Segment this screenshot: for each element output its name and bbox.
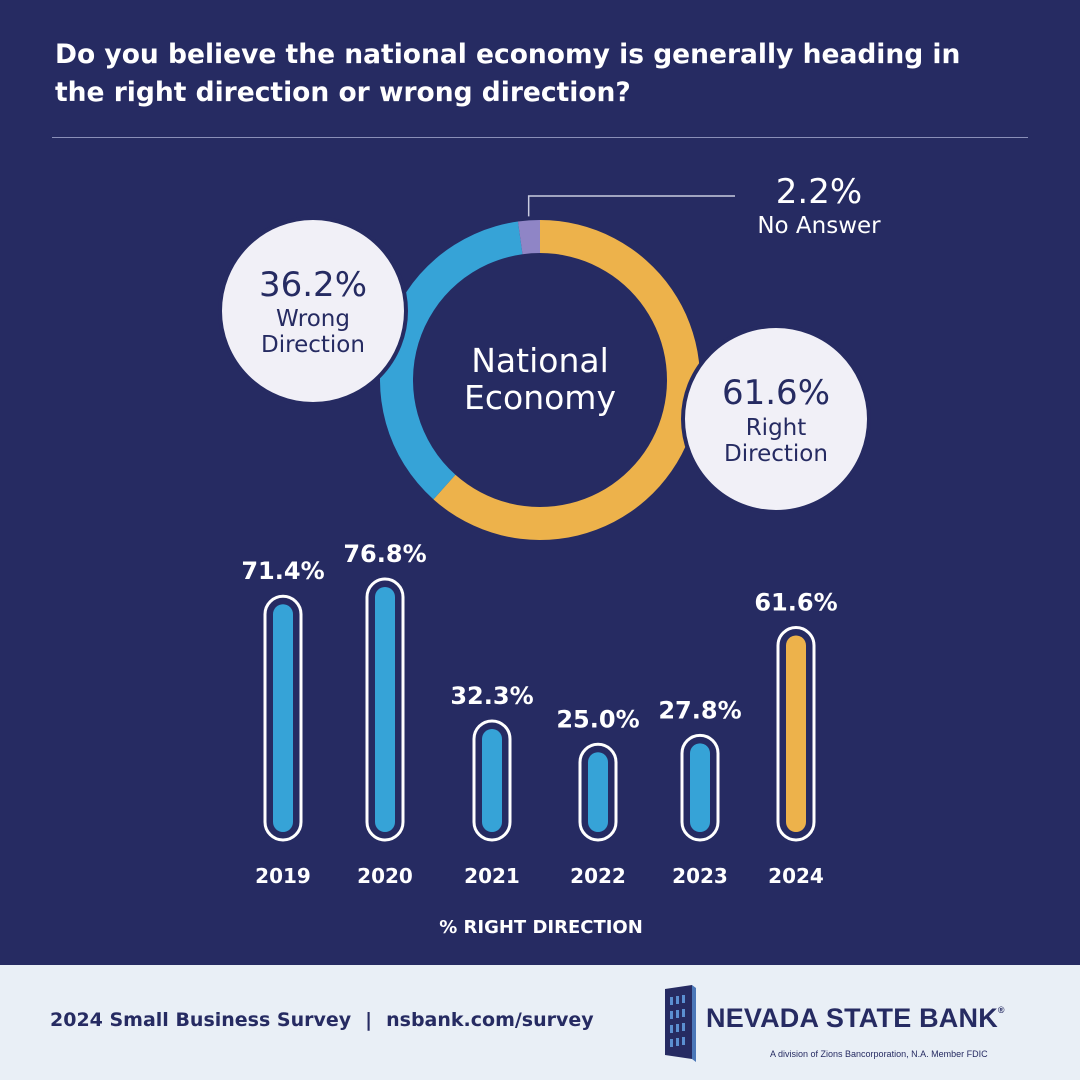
- label-no-answer-percent: 2.2%: [776, 172, 862, 212]
- bar-value-label: 61.6%: [754, 588, 837, 616]
- donut-slice-right-direction: [433, 220, 701, 540]
- label-right-percent: 61.6%: [722, 373, 830, 413]
- footer: 2024 Small Business Survey | nsbank.com/su…: [0, 965, 1080, 1080]
- donut-center-label: Economy: [464, 378, 616, 417]
- x-axis-label: % RIGHT DIRECTION: [439, 917, 643, 938]
- bar-value-label: 25.0%: [556, 705, 639, 733]
- x-tick-label: 2021: [464, 864, 520, 888]
- bar-outline-2019: [263, 594, 303, 842]
- bubble-right-direction: [681, 324, 871, 514]
- bubble-wrong-direction: [218, 216, 408, 406]
- footer-separator: |: [365, 1009, 373, 1031]
- door-icon: [665, 985, 696, 1062]
- bar-2023: [690, 743, 710, 832]
- bar-2021: [482, 728, 502, 832]
- donut-slice-wrong-direction: [380, 221, 523, 500]
- bar-outline-2021: [472, 719, 512, 842]
- bar-value-label: 71.4%: [241, 557, 324, 585]
- bar-2022: [588, 752, 608, 832]
- bar-value-label: 32.3%: [450, 682, 533, 710]
- bar-value-label: 27.8%: [658, 696, 741, 724]
- x-tick-label: 2022: [570, 864, 626, 888]
- survey-question: Do you believe the national economy is g…: [55, 39, 961, 108]
- x-tick-label: 2024: [768, 864, 824, 888]
- label-right-name: Direction: [724, 441, 828, 467]
- label-no-answer-name: No Answer: [757, 213, 881, 239]
- label-wrong-name: Wrong: [276, 306, 350, 332]
- donut-slice-no-answer: [517, 220, 540, 255]
- label-wrong-percent: 36.2%: [259, 265, 367, 305]
- x-tick-label: 2023: [672, 864, 728, 888]
- bank-logo: NEVADA STATE BANK® A division of Zions B…: [662, 985, 1042, 1070]
- donut-center-label: National: [471, 341, 609, 380]
- x-tick-label: 2019: [255, 864, 311, 888]
- label-right-name: Right: [746, 415, 807, 441]
- bar-value-label: 76.8%: [343, 540, 426, 568]
- bar-outline-2023: [680, 733, 720, 842]
- brand-disclaimer: A division of Zions Bancorporation, N.A.…: [770, 1049, 988, 1059]
- bar-outline-2024: [776, 625, 816, 842]
- bar-2024: [786, 635, 806, 832]
- survey-link[interactable]: nsbank.com/survey: [386, 1009, 594, 1031]
- label-wrong-name: Direction: [261, 332, 365, 358]
- x-tick-label: 2020: [357, 864, 413, 888]
- divider: [52, 137, 1028, 138]
- registered-mark: ®: [997, 1005, 1005, 1015]
- no-answer-leader-line: [527, 195, 735, 217]
- bar-outline-2020: [365, 577, 405, 842]
- bar-outline-2022: [578, 742, 618, 842]
- bar-2019: [273, 604, 293, 832]
- footer-line: 2024 Small Business Survey | nsbank.com/su…: [50, 1009, 594, 1031]
- bar-2020: [375, 587, 395, 832]
- brand-name: NEVADA STATE BANK®: [706, 1003, 1005, 1033]
- survey-name: 2024 Small Business Survey: [50, 1009, 352, 1031]
